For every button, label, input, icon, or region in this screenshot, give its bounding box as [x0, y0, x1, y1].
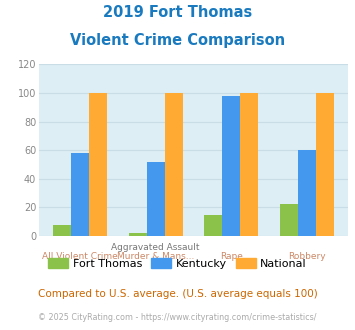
Bar [204, 214, 222, 236]
Bar [222, 96, 240, 236]
Text: Murder & Mans...: Murder & Mans... [117, 252, 195, 261]
Text: Aggravated Assault: Aggravated Assault [111, 243, 200, 251]
Bar [147, 162, 165, 236]
Text: Compared to U.S. average. (U.S. average equals 100): Compared to U.S. average. (U.S. average … [38, 289, 317, 299]
Text: All Violent Crime: All Violent Crime [42, 252, 118, 261]
Legend: Fort Thomas, Kentucky, National: Fort Thomas, Kentucky, National [44, 254, 311, 273]
Bar [89, 93, 108, 236]
Text: Violent Crime Comparison: Violent Crime Comparison [70, 33, 285, 48]
Bar [71, 153, 89, 236]
Bar [297, 150, 316, 236]
Bar [316, 93, 334, 236]
Bar [53, 224, 71, 236]
Bar [279, 205, 297, 236]
Text: Rape: Rape [220, 252, 243, 261]
Bar [165, 93, 183, 236]
Text: © 2025 CityRating.com - https://www.cityrating.com/crime-statistics/: © 2025 CityRating.com - https://www.city… [38, 313, 317, 322]
Text: Robbery: Robbery [288, 252, 326, 261]
Bar [240, 93, 258, 236]
Bar [129, 233, 147, 236]
Text: 2019 Fort Thomas: 2019 Fort Thomas [103, 5, 252, 20]
